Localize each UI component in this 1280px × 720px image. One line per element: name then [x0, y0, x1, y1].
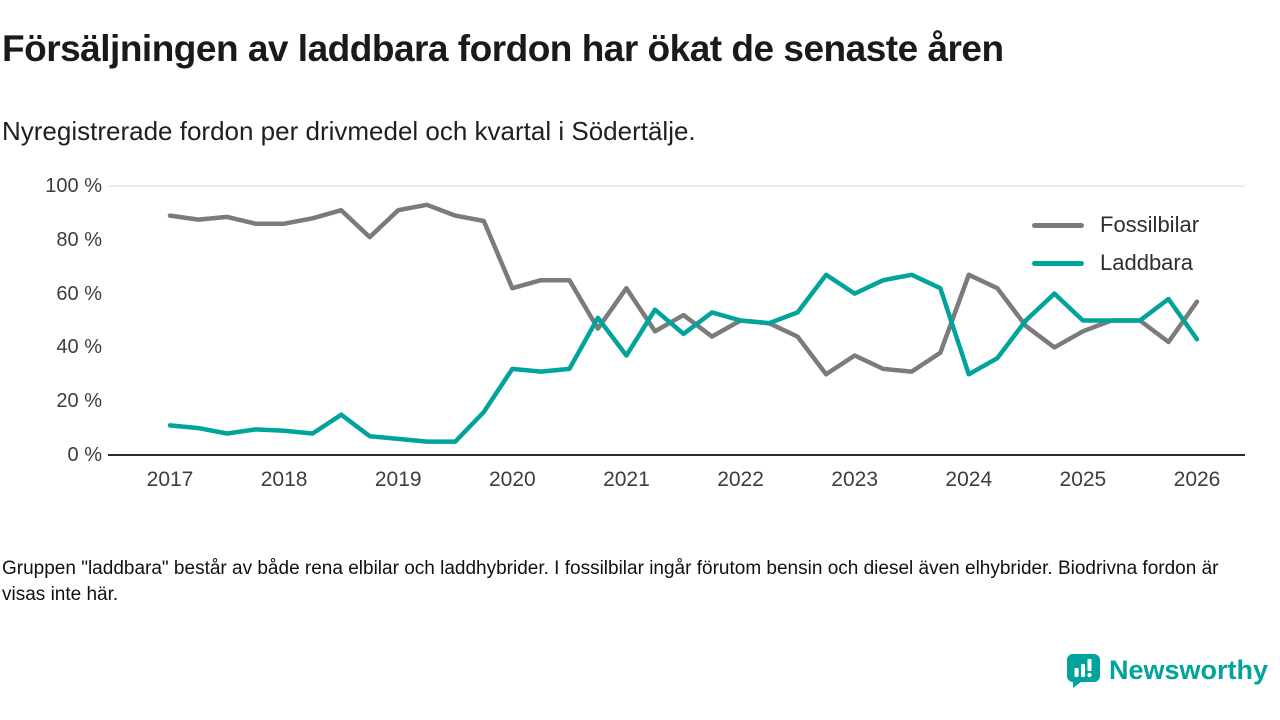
y-axis-label: 60 % [56, 282, 102, 305]
chart-title: Försäljningen av laddbara fordon har öka… [2, 28, 1004, 69]
series-line-laddbara [167, 272, 1200, 444]
footnote: Gruppen "laddbara" består av både rena e… [2, 558, 1219, 605]
x-axis-label: 2021 [603, 468, 650, 491]
y-axis-label: 40 % [56, 336, 102, 359]
newsworthy-wordmark: Newsworthy [1109, 654, 1269, 685]
x-axis-label: 2017 [146, 468, 194, 491]
x-axis-label: 2025 [1059, 468, 1107, 491]
laddbara-line-swatch [1032, 260, 1084, 266]
newsworthy-logo-icon [1066, 653, 1100, 688]
x-axis-label: 2022 [717, 468, 764, 491]
y-axis-label: 20 % [56, 390, 102, 413]
x-axis-label: 2023 [831, 468, 879, 491]
chart-subtitle: Nyregistrerade fordon per drivmedel och … [2, 116, 696, 146]
x-axis-label: 2026 [1173, 468, 1221, 491]
legend-row-laddbara: Laddbara [1032, 244, 1199, 282]
y-axis-label: 100 % [45, 175, 102, 197]
y-axis-label: 0 % [67, 444, 102, 466]
chart-plot [108, 185, 1245, 456]
y-axis-label: 80 % [56, 228, 102, 251]
series-line-fossilbilar [167, 202, 1200, 377]
fossilbilar-line-swatch [1032, 222, 1084, 228]
newsworthy-logo: Newsworthy [1066, 652, 1268, 688]
legend-label-laddbara: Laddbara [1100, 250, 1193, 275]
x-axis-label: 2020 [488, 468, 536, 491]
x-axis-label: 2024 [945, 468, 993, 491]
legend-row-fossilbilar: Fossilbilar [1032, 206, 1199, 244]
chart-legend: Fossilbilar Laddbara [1032, 206, 1199, 282]
legend-label-fossilbilar: Fossilbilar [1100, 212, 1200, 237]
x-axis-label: 2019 [374, 468, 422, 491]
x-axis-label: 2018 [260, 468, 308, 491]
